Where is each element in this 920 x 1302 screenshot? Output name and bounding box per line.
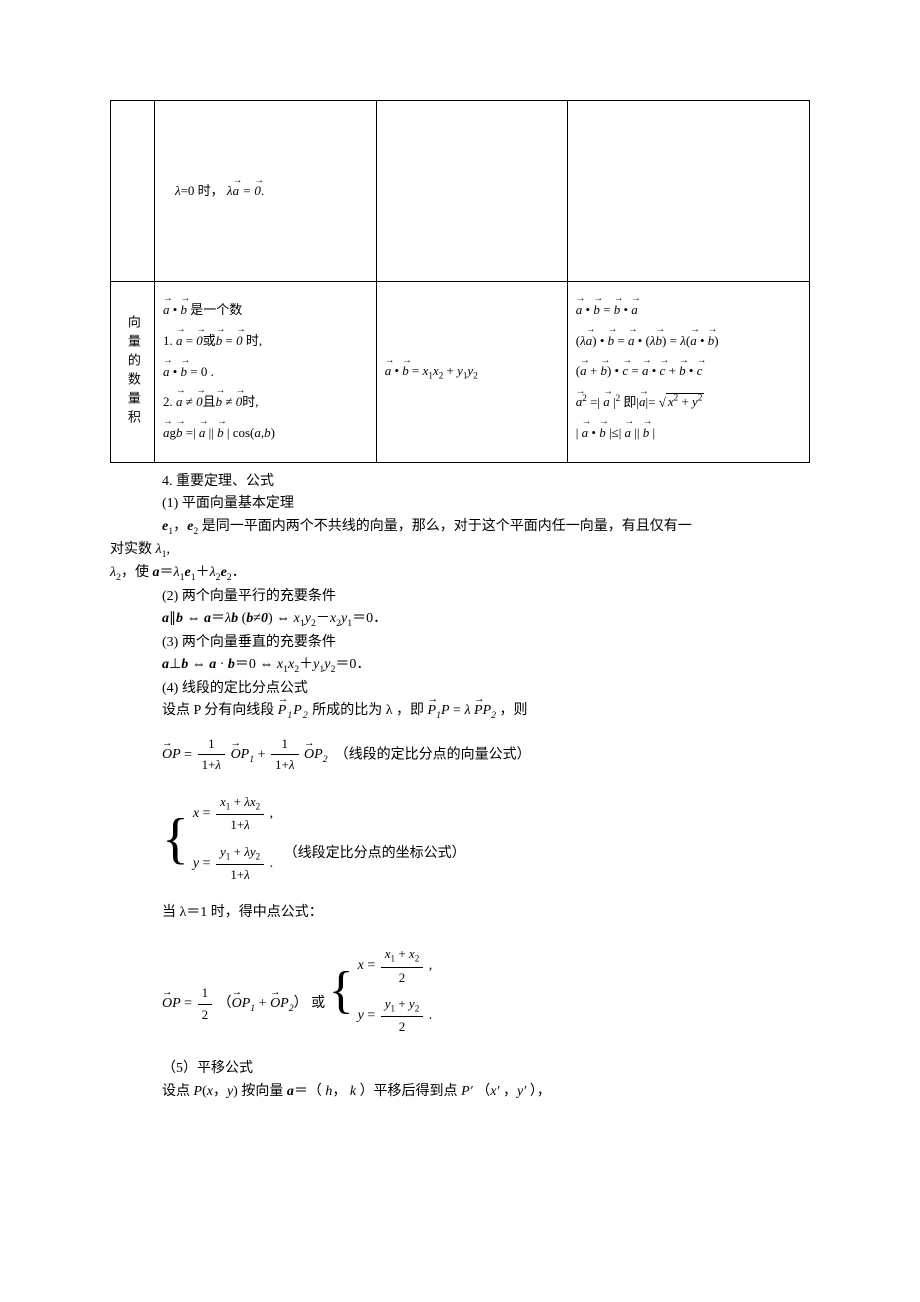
cell-lambda-zero: λ=0 时， λa = 0. [154, 101, 376, 282]
item4-line1-post: ，则 [500, 703, 528, 718]
item3-title: (3) 两个向量垂直的充要条件 [110, 632, 810, 654]
cell-dotproduct-def: a • b 是一个数 1. a = 0或b = 0 时, a • b = 0 .… [154, 282, 376, 463]
item4-vector-formula: OP = 11+λ OP1 + 11+λ OP2 （线段的定比分点的向量公式） [110, 734, 810, 777]
item5-body: 设点 P(x，y) 按向量 a＝（ h， k ）平移后得到点 P′ （x′ ，y… [110, 1081, 810, 1103]
item4-line1-pre: 设点 P 分有向线段 [162, 703, 274, 718]
item4-title: (4) 线段的定比分点公式 [110, 678, 810, 700]
coord-note: （线段定比分点的坐标公式） [284, 846, 466, 861]
cell-empty1 [376, 101, 567, 282]
item3-body: a⊥b ⇔ a · b＝0 ⇔ x1x2＋y1y2＝0． [110, 654, 810, 677]
item2-body: a∥b ⇔ a＝λb (b≠0) ⇔ x1y2－x2y1＝0． [110, 608, 810, 631]
item4-midpoint-text: 当 λ＝1 时，得中点公式： [110, 902, 810, 924]
table-row: λ=0 时， λa = 0. [111, 101, 810, 282]
item4-midpoint-formula: OP = 12 （OP1 + OP2） 或 { x = x1 + x22 , y… [110, 938, 810, 1044]
or-text: 或 [311, 996, 325, 1011]
item4-coord-formula: { x = x1 + λx21+λ , y = y1 + λy21+λ . （线… [110, 786, 810, 892]
item2-title: (2) 两个向量平行的充要条件 [110, 586, 810, 608]
item4-line1: 设点 P 分有向线段 P1P2 所成的比为 λ ，即 P1P = λ PP2 ，… [110, 700, 810, 723]
item5-title: （5）平移公式 [110, 1058, 810, 1080]
vector-table: λ=0 时， λa = 0. 向量的数量积 a • b 是一个数 1. a = … [110, 100, 810, 463]
row-label-empty [111, 101, 155, 282]
section-heading: 4. 重要定理、公式 [110, 471, 810, 493]
vector-note: （线段的定比分点的向量公式） [335, 747, 531, 762]
cell-dotproduct-coord: a • b = x1x2 + y1y2 [376, 282, 567, 463]
item1-body1: e1，e2 是同一平面内两个不共线的向量，那么，对于这个平面内任一向量，有且仅有… [110, 516, 810, 539]
item1-body2: λ2，使 a＝λ1e1＋λ2e2． [110, 562, 810, 585]
item1-body1b: 对实数 λ1, [110, 539, 810, 562]
item4-line1-mid: 所成的比为 λ ，即 [312, 703, 424, 718]
table-row: 向量的数量积 a • b 是一个数 1. a = 0或b = 0 时, a • … [111, 282, 810, 463]
item1-title: (1) 平面向量基本定理 [110, 493, 810, 515]
cell-empty2 [567, 101, 809, 282]
cell-dotproduct-props: a • b = b • a (λa) • b = a • (λb) = λ(a … [567, 282, 809, 463]
row-label-dotproduct: 向量的数量积 [111, 282, 155, 463]
